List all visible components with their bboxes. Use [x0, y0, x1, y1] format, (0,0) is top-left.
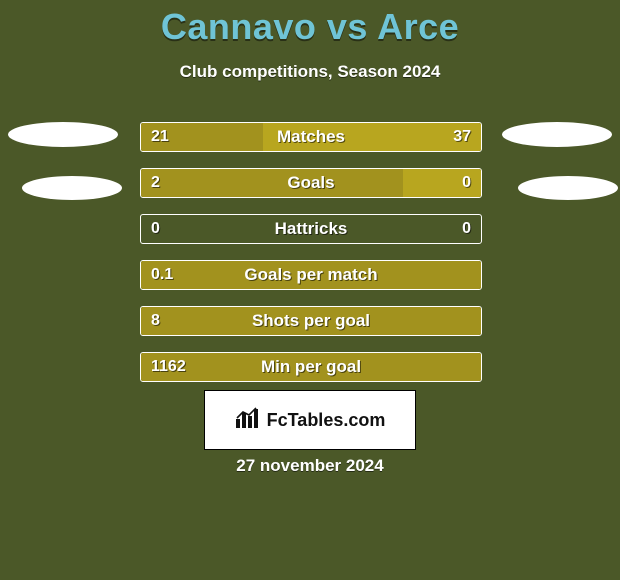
date-line: 27 november 2024: [0, 456, 620, 476]
stat-row: 2137Matches: [140, 122, 482, 152]
player-badge-placeholder: [8, 122, 118, 147]
stat-label: Min per goal: [141, 353, 481, 381]
comparison-bars: 2137Matches 20Goals 00Hattricks 0.1Goals pe…: [140, 122, 482, 398]
player-badge-placeholder: [22, 176, 122, 200]
page-subtitle: Club competitions, Season 2024: [0, 62, 620, 82]
stat-label: Matches: [141, 123, 481, 151]
stat-label: Hattricks: [141, 215, 481, 243]
stat-row: 20Goals: [140, 168, 482, 198]
stat-label: Goals per match: [141, 261, 481, 289]
chart-bars-icon: [235, 407, 261, 434]
stat-row: 0.1Goals per match: [140, 260, 482, 290]
fctables-logo: FcTables.com: [204, 390, 416, 450]
stat-row: 1162Min per goal: [140, 352, 482, 382]
player-badge-placeholder: [518, 176, 618, 200]
player-badge-placeholder: [502, 122, 612, 147]
page-title: Cannavo vs Arce: [0, 0, 620, 48]
stat-label: Goals: [141, 169, 481, 197]
stat-row: 00Hattricks: [140, 214, 482, 244]
stat-row: 8Shots per goal: [140, 306, 482, 336]
stat-label: Shots per goal: [141, 307, 481, 335]
logo-text: FcTables.com: [267, 410, 386, 431]
